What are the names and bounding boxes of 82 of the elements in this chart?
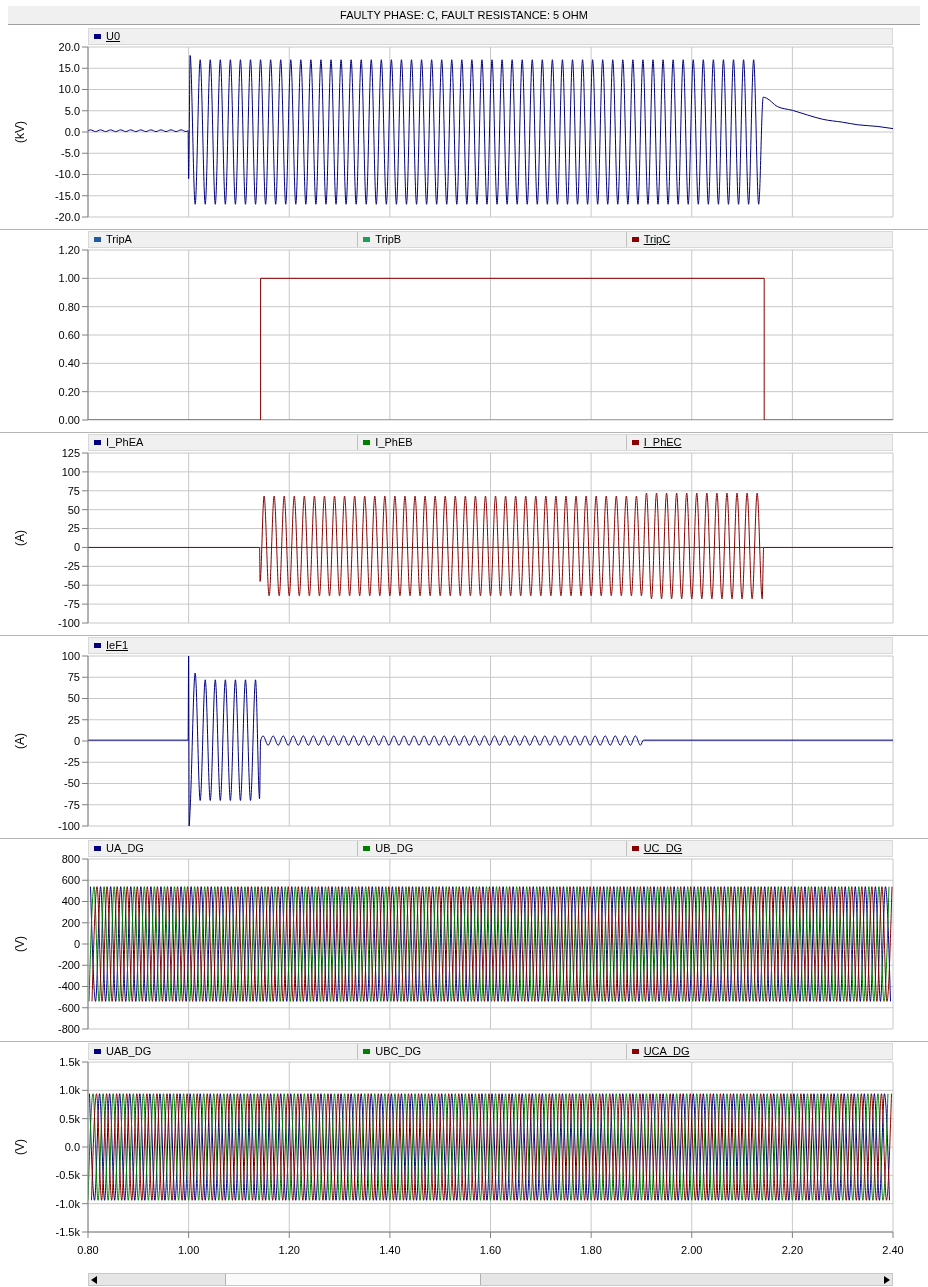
y-tick-label: -5.0 <box>61 147 80 160</box>
y-tick-label: -100 <box>57 616 80 629</box>
y-tick-label: 1.00 <box>58 272 80 285</box>
y-tick-label: 0.5k <box>59 1112 81 1125</box>
y-tick-label: -600 <box>57 1001 80 1014</box>
legend-label: UA_DG <box>106 842 144 855</box>
y-tick-label: 0.40 <box>58 357 80 370</box>
y-tick-label: 400 <box>61 895 80 908</box>
legend-label: UBC_DG <box>375 1045 422 1058</box>
y-tick-label: -75 <box>64 598 80 611</box>
y-axis-title: (A) <box>13 733 27 749</box>
legend-label: TripB <box>375 233 402 246</box>
y-tick-label: -1.0k <box>55 1197 81 1210</box>
y-tick-label: 75 <box>67 484 80 497</box>
legend-label: U0 <box>106 30 121 43</box>
y-tick-label: -100 <box>57 819 80 832</box>
y-tick-label: 0.80 <box>58 300 80 313</box>
y-tick-label: -25 <box>64 560 80 573</box>
y-tick-label: 15.0 <box>58 62 80 75</box>
y-tick-label: 800 <box>61 852 80 865</box>
y-tick-label: 100 <box>61 465 80 478</box>
y-tick-label: -10.0 <box>54 168 80 181</box>
x-tick-label: 1.20 <box>278 1243 300 1256</box>
y-tick-label: 1.20 <box>58 243 80 256</box>
y-tick-label: -50 <box>64 777 80 790</box>
legend-label: UAB_DG <box>106 1045 152 1058</box>
legend-label: TripC <box>643 233 671 246</box>
x-tick-label: 2.20 <box>781 1243 804 1256</box>
y-tick-label: -1.5k <box>55 1225 81 1238</box>
legend-label: I_PhEC <box>643 436 682 449</box>
legend-label: I_PhEA <box>106 436 144 449</box>
legend-label: I_PhEB <box>375 436 413 449</box>
y-tick-label: 0.0 <box>64 1140 80 1153</box>
y-tick-label: 10.0 <box>58 83 80 96</box>
y-tick-label: 1.0k <box>59 1084 81 1097</box>
y-axis-title: (kV) <box>13 121 27 143</box>
y-tick-label: 100 <box>61 649 80 662</box>
legend-label: UCA_DG <box>643 1045 690 1058</box>
y-tick-label: 0.00 <box>58 413 80 426</box>
x-tick-label: 2.40 <box>882 1243 904 1256</box>
y-tick-label: -20.0 <box>54 210 80 223</box>
y-tick-label: 0 <box>73 734 80 747</box>
x-tick-label: 1.00 <box>177 1243 200 1256</box>
line-series <box>88 492 893 600</box>
y-tick-label: -200 <box>57 959 80 972</box>
x-tick-label: 1.60 <box>479 1243 502 1256</box>
y-tick-label: 75 <box>67 671 80 684</box>
y-tick-label: 50 <box>67 503 80 516</box>
y-tick-label: -0.5k <box>55 1169 81 1182</box>
legend-label: UB_DG <box>375 842 414 855</box>
y-tick-label: 125 <box>61 446 80 459</box>
x-tick-label: 1.80 <box>580 1243 602 1256</box>
legend-label: TripA <box>106 233 132 246</box>
x-tick-label: 2.00 <box>681 1243 703 1256</box>
y-tick-label: -75 <box>64 798 80 811</box>
y-tick-label: 25 <box>67 713 80 726</box>
y-axis-title: (A) <box>13 530 27 546</box>
y-tick-label: 50 <box>67 692 80 705</box>
chart-title: FAULTY PHASE: C, FAULT RESISTANCE: 5 OHM <box>340 9 588 21</box>
y-tick-label: 0.60 <box>58 328 80 341</box>
y-tick-label: 200 <box>61 916 80 929</box>
y-tick-label: 25 <box>67 522 80 535</box>
line-series <box>88 55 893 205</box>
y-tick-label: 20.0 <box>58 40 80 53</box>
y-tick-label: -800 <box>57 1022 80 1035</box>
y-tick-label: -50 <box>64 579 80 592</box>
y-tick-label: -15.0 <box>54 189 80 202</box>
legend-label: UC_DG <box>643 842 683 855</box>
y-axis-title: (V) <box>13 1139 27 1155</box>
legend-label: IeF1 <box>106 639 129 652</box>
y-tick-label: 0 <box>73 937 80 950</box>
y-tick-label: 5.0 <box>64 104 80 117</box>
y-tick-label: 0 <box>73 541 80 554</box>
x-tick-label: 1.40 <box>379 1243 401 1256</box>
y-tick-label: 0.0 <box>64 125 80 138</box>
y-tick-label: -400 <box>57 980 80 993</box>
line-series <box>88 656 893 826</box>
y-tick-label: 0.20 <box>58 385 80 398</box>
y-tick-label: 600 <box>61 874 80 887</box>
y-tick-label: 1.5k <box>59 1055 81 1068</box>
y-tick-label: -25 <box>64 756 80 769</box>
y-axis-title: (V) <box>13 936 27 952</box>
